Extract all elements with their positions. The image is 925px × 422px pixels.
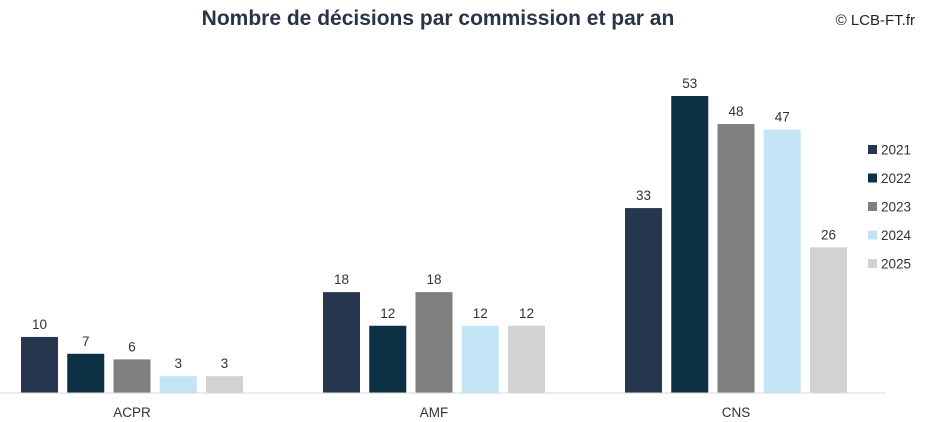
data-label-cns-2025: 26 <box>821 227 836 242</box>
legend-swatch-2025 <box>868 259 877 268</box>
legend-label-2025: 2025 <box>881 257 911 272</box>
bar-acpr-2024 <box>159 376 197 393</box>
bar-cns-2025 <box>810 247 847 393</box>
bar-amf-2021 <box>323 292 360 393</box>
copyright-text: © LCB-FT.fr <box>836 12 915 29</box>
data-label-acpr-2024: 3 <box>174 356 182 371</box>
legend-label-2023: 2023 <box>881 200 911 215</box>
legend-swatch-2021 <box>868 145 877 154</box>
bar-amf-2023 <box>415 292 453 393</box>
data-label-amf-2022: 12 <box>380 306 395 321</box>
data-label-amf-2025: 12 <box>519 306 534 321</box>
data-label-acpr-2025: 3 <box>221 356 229 371</box>
legend-label-2021: 2021 <box>881 143 911 158</box>
legend: 2021 2022 2023 2024 2025 <box>868 143 912 272</box>
data-label-amf-2023: 18 <box>426 272 441 287</box>
data-label-cns-2024: 47 <box>775 110 790 125</box>
data-label-amf-2021: 18 <box>334 272 349 287</box>
legend-label-2024: 2024 <box>881 228 912 243</box>
bar-cns-2024 <box>763 129 801 393</box>
bar-acpr-2022 <box>67 353 105 393</box>
bar-amf-2022 <box>369 325 407 393</box>
chart-title: Nombre de décisions par commission et pa… <box>202 7 675 30</box>
data-label-amf-2024: 12 <box>473 306 488 321</box>
data-label-cns-2023: 48 <box>728 104 743 119</box>
category-label-acpr: ACPR <box>113 405 151 420</box>
bar-cns-2022 <box>671 96 709 393</box>
bar-cns-2021 <box>625 208 662 393</box>
bar-acpr-2025 <box>206 376 243 393</box>
data-label-cns-2022: 53 <box>682 76 697 91</box>
bar-amf-2025 <box>508 325 545 393</box>
category-label-amf: AMF <box>420 405 449 420</box>
legend-swatch-2023 <box>868 202 877 211</box>
legend-swatch-2022 <box>868 173 877 183</box>
legend-label-2022: 2022 <box>881 171 911 186</box>
category-labels: ACPR AMF CNS <box>113 405 750 420</box>
legend-swatch-2024 <box>868 230 877 240</box>
bar-acpr-2023 <box>113 359 151 393</box>
category-label-cns: CNS <box>722 405 751 420</box>
data-label-acpr-2023: 6 <box>128 339 136 354</box>
data-label-acpr-2021: 10 <box>32 317 47 332</box>
data-label-acpr-2022: 7 <box>82 334 90 349</box>
bar-cns-2023 <box>717 124 755 394</box>
data-label-cns-2021: 33 <box>636 188 651 203</box>
bar-amf-2024 <box>461 325 499 393</box>
bar-acpr-2021 <box>21 336 58 393</box>
